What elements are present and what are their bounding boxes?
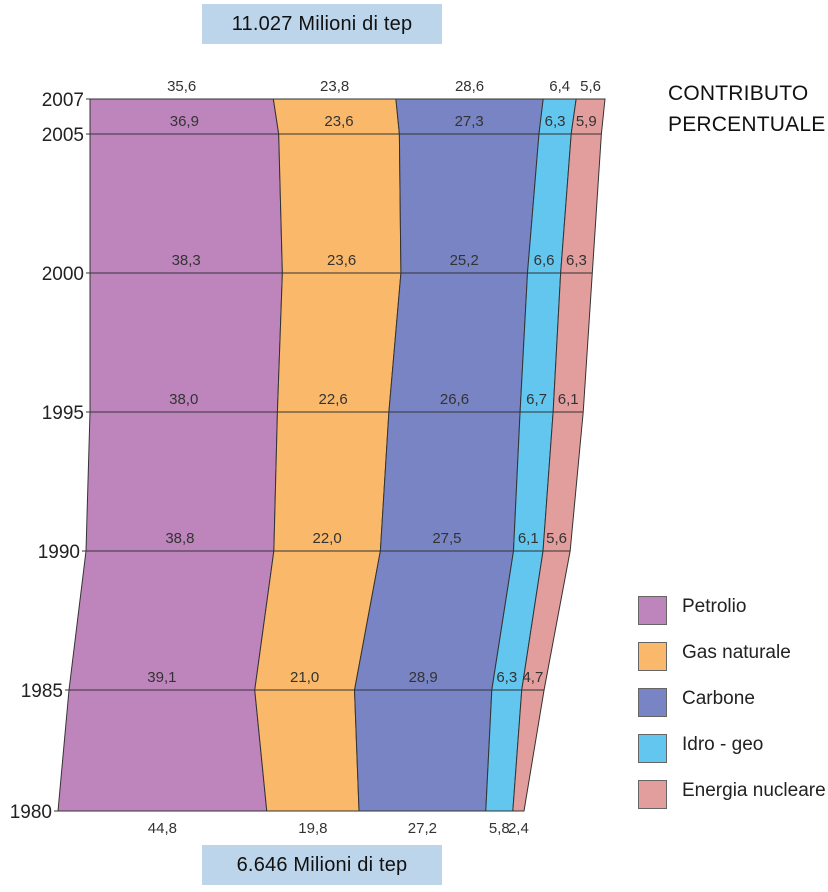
value-label-petrolio-1990: 38,8 (165, 530, 194, 547)
value-label-idro-geo-2007: 6,4 (549, 78, 570, 95)
legend-label-carbone: Carbone (682, 688, 755, 709)
legend-swatch-carbone (638, 688, 667, 717)
value-label-carbone-1985: 28,9 (409, 669, 438, 686)
value-label-petrolio-2007: 35,6 (167, 78, 196, 95)
value-label-carbone-2000: 25,2 (450, 252, 479, 269)
value-label-energia-nucleare-2005: 5,9 (576, 113, 597, 130)
value-label-carbone-1995: 26,6 (440, 391, 469, 408)
legend-swatch-energia-nucleare (638, 780, 667, 809)
value-label-petrolio-1995: 38,0 (169, 391, 198, 408)
heading-line-1: CONTRIBUTO (668, 82, 809, 105)
year-label-2007: 2007 (42, 90, 84, 111)
value-label-petrolio-1985: 39,1 (147, 669, 176, 686)
value-label-energia-nucleare-2007: 5,6 (580, 78, 601, 95)
value-label-idro-geo-1980: 5,8 (489, 820, 510, 837)
year-label-1995: 1995 (42, 403, 84, 424)
legend-swatch-idro-geo (638, 734, 667, 763)
value-label-energia-nucleare-1990: 5,6 (546, 530, 567, 547)
legend-swatch-petrolio (638, 596, 667, 625)
legend-label-energia-nucleare: Energia nucleare (682, 780, 826, 801)
value-label-carbone-1990: 27,5 (432, 530, 461, 547)
total-2007-banner: 11.027 Milioni di tep (202, 4, 442, 44)
value-label-idro-geo-1990: 6,1 (518, 530, 539, 547)
year-label-1980: 1980 (10, 802, 52, 823)
value-label-idro-geo-1985: 6,3 (496, 669, 517, 686)
value-label-energia-nucleare-1995: 6,1 (558, 391, 579, 408)
value-label-idro-geo-2000: 6,6 (534, 252, 555, 269)
band-petrolio (57, 98, 283, 812)
value-label-gas-naturale-1990: 22,0 (313, 530, 342, 547)
year-label-2005: 2005 (42, 125, 84, 146)
value-label-petrolio-2005: 36,9 (170, 113, 199, 130)
value-label-idro-geo-1995: 6,7 (526, 391, 547, 408)
value-label-energia-nucleare-1985: 4,7 (522, 669, 543, 686)
year-label-2000: 2000 (42, 264, 84, 285)
value-label-carbone-2005: 27,3 (455, 113, 484, 130)
year-label-1990: 1990 (38, 542, 80, 563)
legend-swatch-gas-naturale (638, 642, 667, 671)
value-label-gas-naturale-1980: 19,8 (298, 820, 327, 837)
chart-heading: CONTRIBUTO PERCENTUALE (668, 78, 825, 140)
total-1980-banner: 6.646 Milioni di tep (202, 845, 442, 885)
heading-line-2: PERCENTUALE (668, 113, 826, 136)
legend-label-idro-geo: Idro - geo (682, 734, 764, 755)
value-label-gas-naturale-1995: 22,6 (319, 391, 348, 408)
legend-label-petrolio: Petrolio (682, 596, 747, 617)
value-label-gas-naturale-2007: 23,8 (320, 78, 349, 95)
value-label-gas-naturale-2005: 23,6 (324, 113, 353, 130)
value-label-gas-naturale-1985: 21,0 (290, 669, 319, 686)
value-label-energia-nucleare-1980: 2,4 (508, 820, 529, 837)
value-label-gas-naturale-2000: 23,6 (327, 252, 356, 269)
year-label-1985: 1985 (21, 681, 63, 702)
value-label-petrolio-2000: 38,3 (172, 252, 201, 269)
legend-label-gas-naturale: Gas naturale (682, 642, 791, 663)
value-label-idro-geo-2005: 6,3 (545, 113, 566, 130)
value-label-energia-nucleare-2000: 6,3 (566, 252, 587, 269)
value-label-carbone-1980: 27,2 (408, 820, 437, 837)
value-label-petrolio-1980: 44,8 (148, 820, 177, 837)
value-label-carbone-2007: 28,6 (455, 78, 484, 95)
